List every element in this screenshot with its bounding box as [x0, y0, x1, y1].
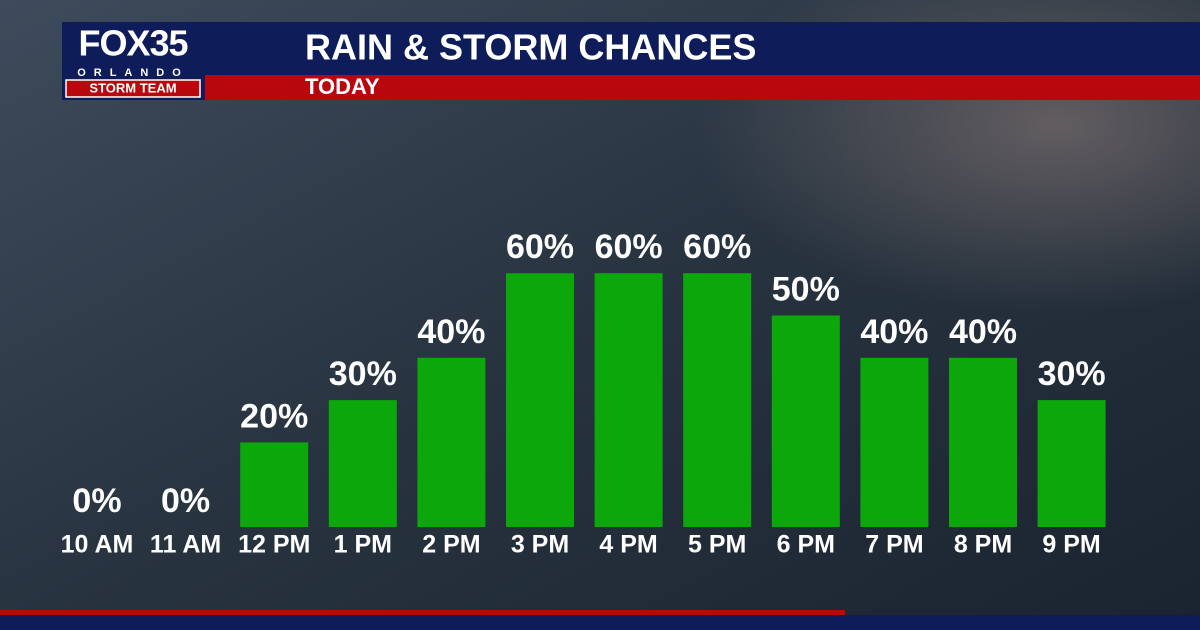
value-label: 30% [1038, 355, 1106, 393]
value-label: 0% [161, 482, 210, 520]
bar [240, 442, 309, 527]
x-tick-label: 11 AM [150, 531, 221, 559]
x-tick-label: 12 PM [238, 531, 310, 559]
value-label: 30% [329, 355, 397, 393]
value-label: 40% [949, 313, 1017, 351]
logo-city: ORLANDO [77, 67, 189, 79]
chart-title: RAIN & STORM CHANCES [305, 27, 756, 68]
x-tick-label: 3 PM [511, 531, 569, 559]
x-tick-label: 10 AM [61, 531, 134, 559]
value-label: 20% [240, 397, 308, 435]
subtitle-bar [205, 75, 1200, 100]
x-tick-label: 9 PM [1042, 531, 1100, 559]
bar [417, 357, 486, 527]
x-tick-label: 4 PM [599, 531, 657, 559]
bottom-red-line [0, 610, 845, 615]
logo: FOX35 [78, 23, 188, 64]
value-label: 0% [72, 482, 121, 520]
chart-subtitle: TODAY [305, 74, 380, 99]
bar [1037, 400, 1106, 527]
bottom-bar [0, 615, 1200, 630]
bar [771, 315, 840, 527]
value-label: 40% [860, 313, 928, 351]
bar [506, 273, 574, 527]
x-tick-label: 5 PM [688, 531, 746, 559]
x-tick-label: 2 PM [422, 531, 480, 559]
bar [860, 357, 929, 527]
bar [328, 400, 397, 527]
x-tick-label: 1 PM [334, 531, 392, 559]
x-tick-label: 7 PM [865, 531, 923, 559]
x-tick-label: 8 PM [954, 531, 1012, 559]
bar [949, 357, 1017, 527]
x-tick-label: 6 PM [777, 531, 835, 559]
title-bar [205, 22, 1200, 75]
value-label: 60% [683, 228, 751, 266]
value-label: 50% [772, 270, 840, 308]
logo-team-box [65, 79, 201, 98]
value-label: 40% [417, 313, 485, 351]
logo-team: STORM TEAM [89, 80, 176, 95]
value-label: 60% [506, 228, 574, 266]
bar [594, 273, 663, 527]
value-label: 60% [595, 228, 663, 266]
bar [683, 273, 752, 527]
